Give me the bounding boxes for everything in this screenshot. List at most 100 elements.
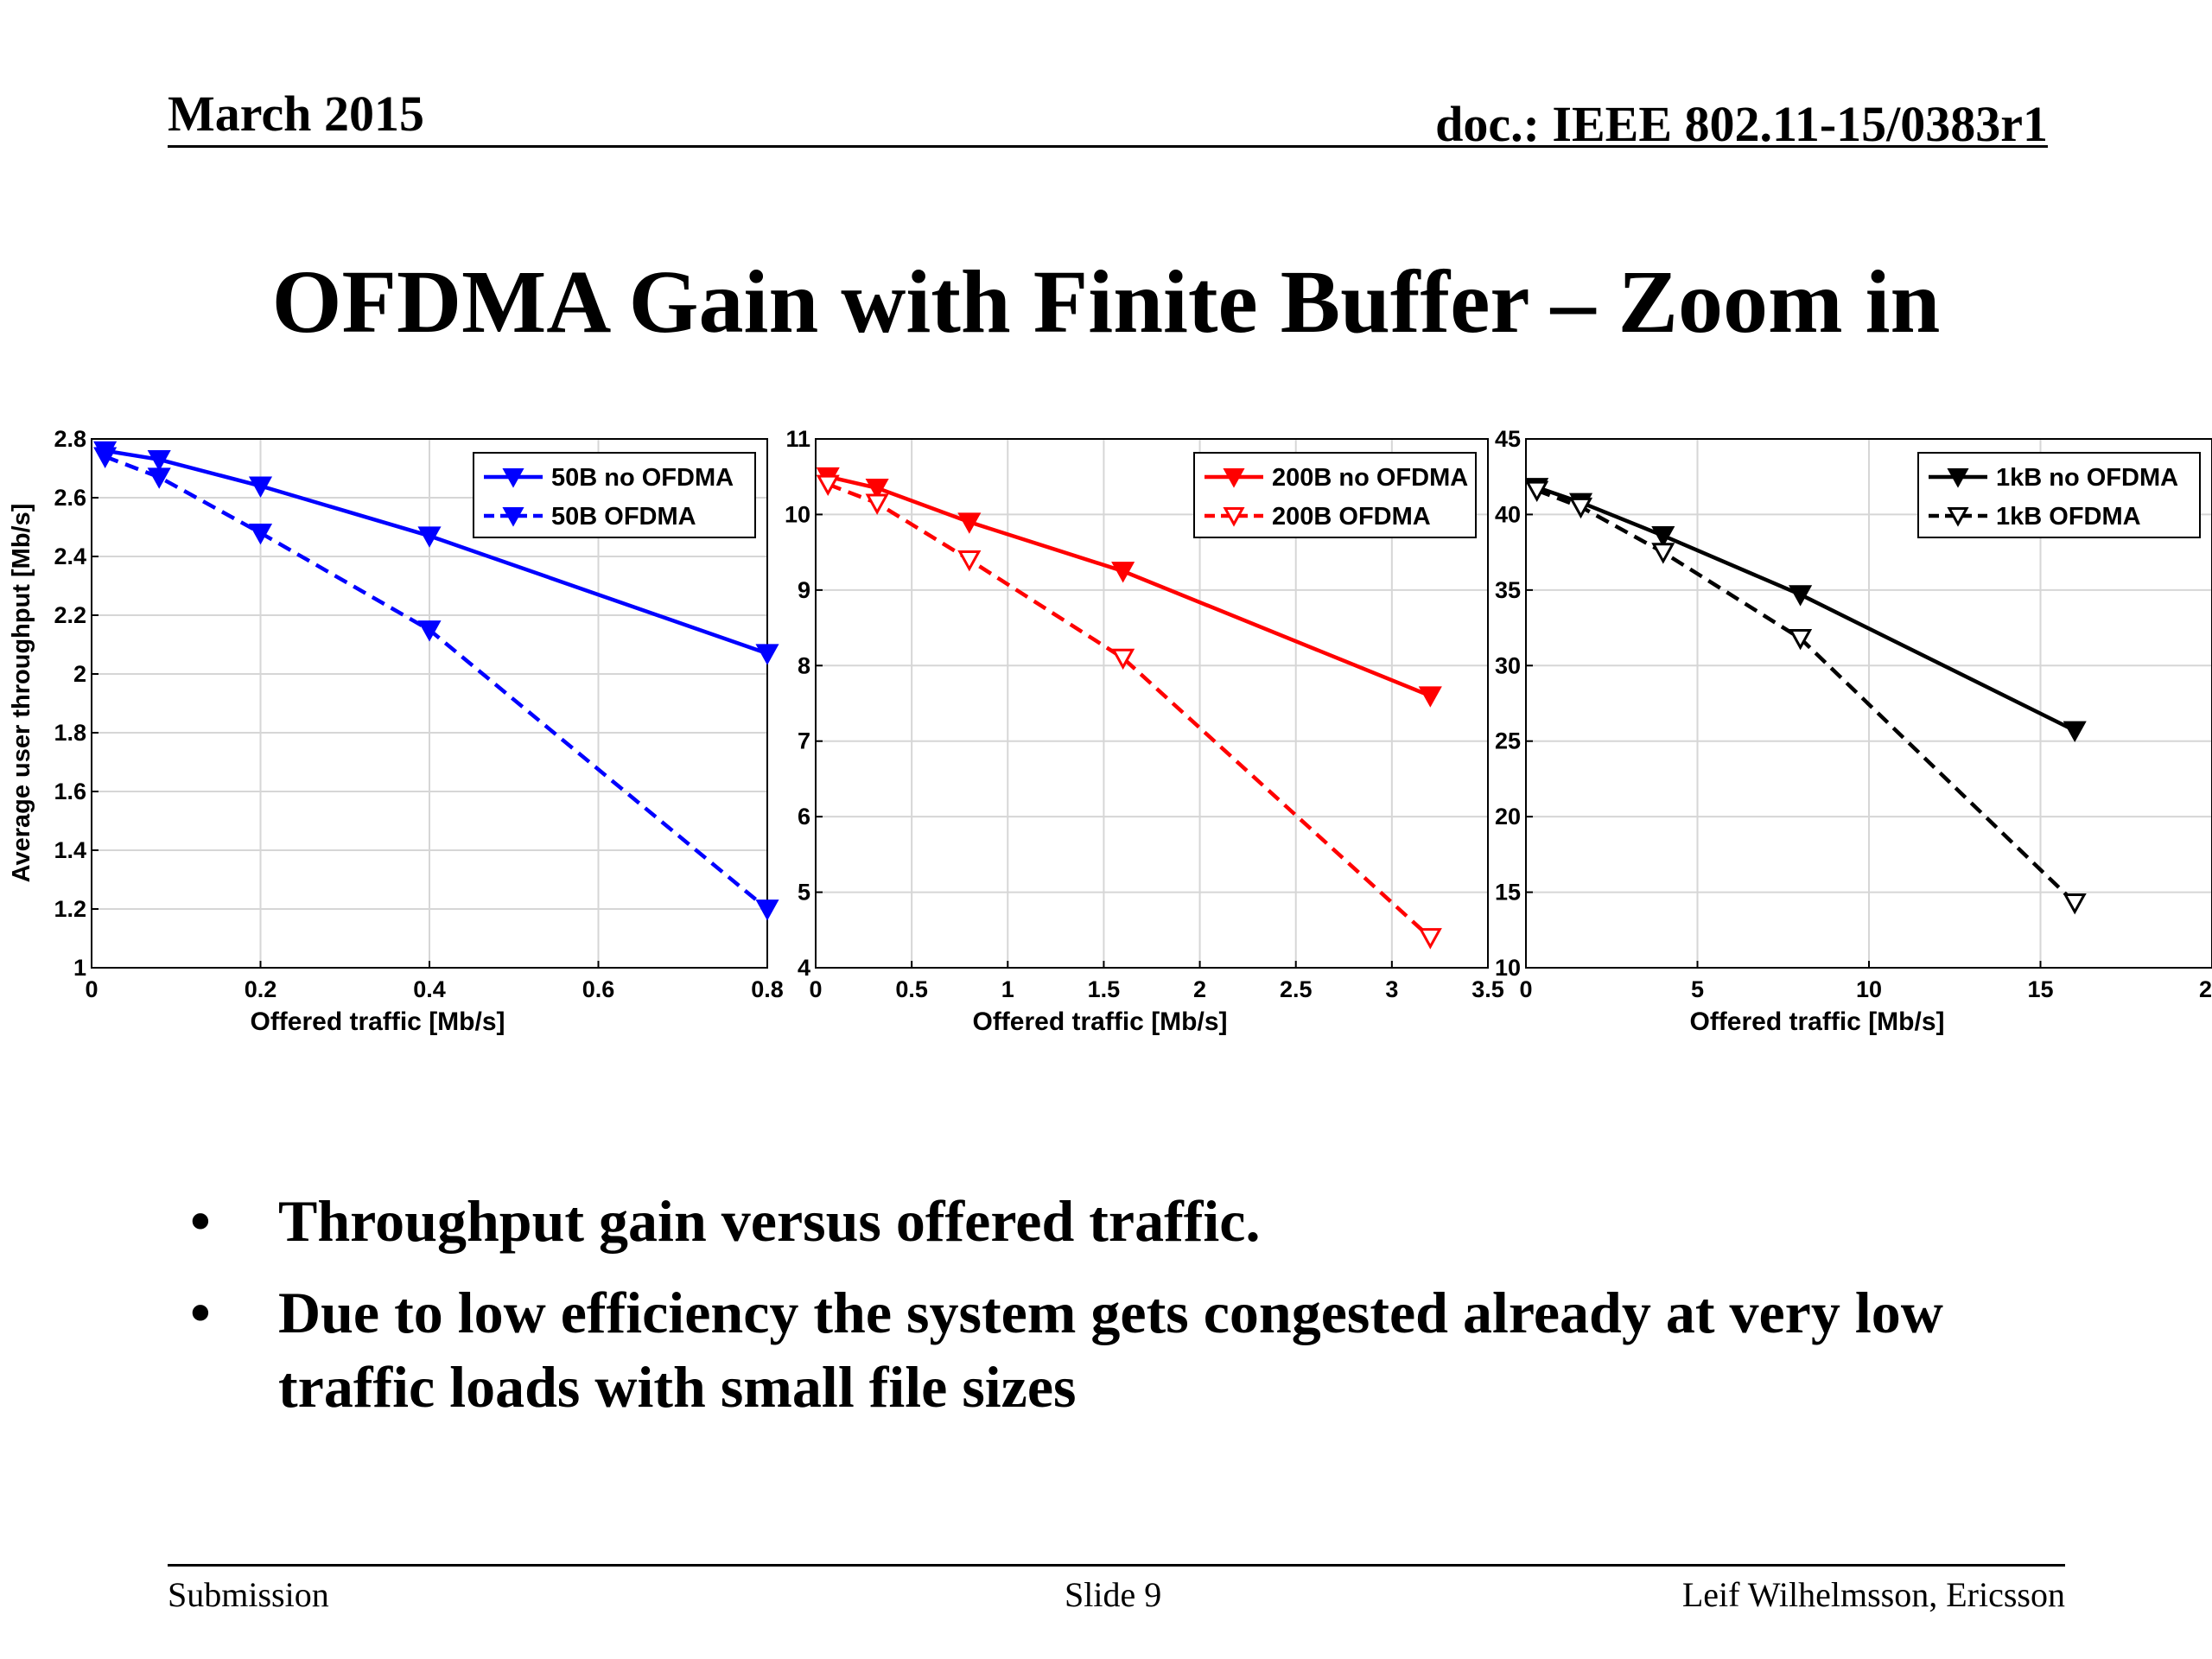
- legend-label: 200B OFDMA: [1272, 503, 1431, 531]
- data-point-marker: [417, 526, 442, 548]
- y-tick-label: 40: [1495, 501, 1521, 527]
- data-point-marker: [865, 478, 889, 500]
- data-point-marker: [1525, 480, 1549, 502]
- legend-label: 200B no OFDMA: [1272, 464, 1468, 492]
- data-point-marker: [1789, 585, 1813, 607]
- data-point-marker: [1651, 526, 1675, 548]
- x-tick-label: 3.5: [1471, 976, 1504, 1002]
- y-tick-label: 8: [798, 652, 810, 678]
- footer-slide-number: Slide 9: [1065, 1575, 1162, 1614]
- data-point-marker: [248, 476, 273, 498]
- legend-marker: [502, 507, 524, 527]
- data-point-marker: [1418, 686, 1442, 708]
- y-tick-label: 10: [785, 501, 810, 527]
- x-tick-label: 10: [1856, 976, 1882, 1002]
- legend-box: [473, 452, 756, 538]
- y-tick-label: 35: [1495, 577, 1521, 603]
- y-tick-label: 9: [798, 577, 810, 603]
- x-tick-label: 1.5: [1088, 976, 1121, 1002]
- data-point-marker: [1789, 628, 1813, 651]
- x-tick-label: 0.8: [751, 976, 784, 1002]
- data-point-marker: [147, 467, 171, 489]
- data-point-marker: [957, 550, 982, 572]
- x-axis-label: Offered traffic [Mb/s]: [972, 1007, 1227, 1036]
- y-tick-label: 20: [1495, 804, 1521, 830]
- x-tick-label: 2.5: [1280, 976, 1313, 1002]
- data-point-marker: [1418, 928, 1442, 950]
- y-tick-label: 2: [73, 661, 86, 687]
- data-point-marker: [1111, 562, 1135, 583]
- y-tick-label: 45: [1495, 426, 1521, 452]
- y-tick-label: 4: [798, 955, 810, 981]
- legend-label: 1kB OFDMA: [1996, 503, 2141, 531]
- x-axis-label: Offered traffic [Mb/s]: [250, 1007, 505, 1036]
- footer-author: Leif Wilhelmsson, Ericsson: [1681, 1575, 2065, 1614]
- legend-label: 50B OFDMA: [551, 503, 696, 531]
- data-point-marker: [865, 493, 889, 515]
- header-rule: [168, 145, 2048, 148]
- y-tick-label: 11: [785, 426, 810, 452]
- legend-marker: [1947, 507, 1969, 527]
- data-point-marker: [1111, 648, 1135, 671]
- legend-marker: [1223, 468, 1245, 488]
- data-point-marker: [2063, 893, 2087, 915]
- data-point-marker: [147, 449, 171, 472]
- header-doc-id: doc.: IEEE 802.11-15/0383r1: [1435, 96, 2048, 152]
- y-tick-label: 1: [73, 955, 86, 981]
- data-point-marker: [1568, 497, 1593, 519]
- y-axis-label: Average user throughput [Mb/s]: [8, 504, 35, 883]
- data-point-marker: [957, 512, 982, 534]
- y-tick-label: 15: [1495, 880, 1521, 906]
- y-tick-label: 25: [1495, 728, 1521, 754]
- x-tick-label: 1: [1001, 976, 1014, 1002]
- data-point-marker: [2063, 721, 2087, 743]
- y-tick-label: 1.8: [54, 720, 86, 746]
- x-tick-label: 0.6: [582, 976, 615, 1002]
- legend-label: 1kB no OFDMA: [1996, 464, 2178, 492]
- x-tick-label: 5: [1691, 976, 1704, 1002]
- legend-box: [1917, 452, 2201, 538]
- plot-frame: [815, 438, 1489, 969]
- legend-marker: [502, 468, 524, 488]
- legend-marker: [1947, 468, 1969, 488]
- y-tick-label: 2.4: [54, 543, 86, 569]
- footer-submission: Submission: [168, 1575, 329, 1614]
- legend-label: 50B no OFDMA: [551, 464, 734, 492]
- y-tick-label: 1.4: [54, 837, 86, 863]
- y-tick-label: 1.2: [54, 896, 86, 922]
- legend-marker: [1223, 507, 1245, 527]
- x-tick-label: 0: [1519, 976, 1532, 1002]
- y-tick-label: 5: [798, 880, 810, 906]
- bullet-item: Throughput gain versus offered traffic.: [190, 1184, 2091, 1258]
- chart-3: 0 5 10 15 20 10 15 20 25 30 35 40 45 Offered traffic …: [1495, 426, 2212, 1036]
- x-tick-label: 3: [1385, 976, 1398, 1002]
- x-tick-label: 15: [2027, 976, 2053, 1002]
- legend-box: [1193, 452, 1477, 538]
- x-tick-label: 0.4: [413, 976, 446, 1002]
- data-point-marker: [93, 447, 118, 468]
- bullet-item: Due to low efficiency the system gets co…: [190, 1275, 2091, 1424]
- x-tick-label: 0: [85, 976, 98, 1002]
- x-tick-label: 0.5: [895, 976, 928, 1002]
- data-point-marker: [248, 523, 273, 545]
- data-point-marker: [816, 474, 840, 496]
- y-tick-label: 2.6: [54, 485, 86, 511]
- data-point-marker: [1651, 543, 1675, 564]
- chart-2: 0 0.5 1 1.5 2 2.5 3 3.5 4 5 6 7 8 9 10 11 Offered traffi…: [785, 426, 1504, 1036]
- slide-title: OFDMA Gain with Finite Buffer – Zoom in: [271, 252, 1941, 352]
- y-tick-label: 7: [798, 728, 810, 754]
- x-tick-label: 2: [1193, 976, 1206, 1002]
- chart-1: 0 0.2 0.4 0.6 0.8 1 1.2 1.4 1.6 1.8 2 2.2 2.4 2.6 2.8 O…: [8, 426, 784, 1036]
- data-point-marker: [417, 620, 442, 642]
- y-tick-label: 2.2: [54, 602, 86, 628]
- y-tick-label: 6: [798, 804, 810, 830]
- y-tick-label: 30: [1495, 652, 1521, 678]
- x-axis-label: Offered traffic [Mb/s]: [1689, 1007, 1944, 1036]
- bullet-list: Throughput gain versus offered traffic. …: [190, 1184, 2091, 1441]
- header-date: March 2015: [168, 86, 424, 142]
- y-tick-label: 2.8: [54, 426, 86, 452]
- data-point-marker: [755, 899, 779, 921]
- charts-figure: 0 0.2 0.4 0.6 0.8 1 1.2 1.4 1.6 1.8 2 2.2 2.4 2.6 2.8 O…: [8, 426, 2212, 1036]
- x-tick-label: 0.2: [245, 976, 277, 1002]
- data-point-marker: [755, 644, 779, 665]
